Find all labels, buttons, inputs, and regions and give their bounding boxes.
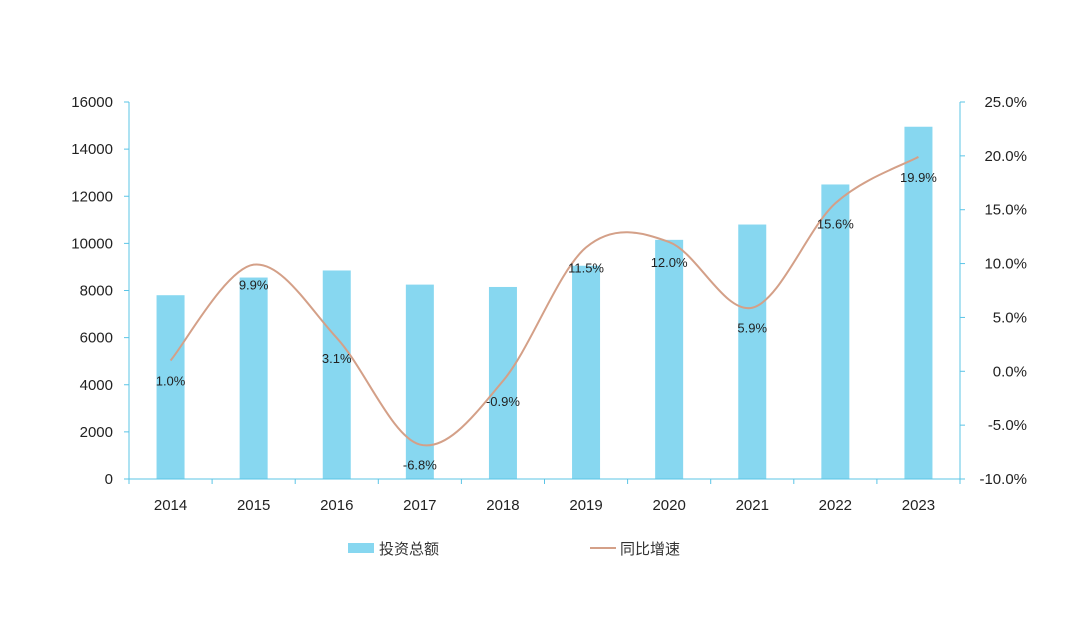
data-label-2022: 15.6% [817, 216, 854, 231]
right-tick-label: -5.0% [988, 417, 1027, 434]
legend-label-investment: 投资总额 [379, 540, 439, 558]
bar-2016 [322, 270, 351, 479]
data-label-2021: 5.9% [737, 321, 767, 336]
x-tick-label: 2015 [237, 497, 270, 514]
left-tick-label: 0 [105, 471, 113, 488]
left-tick-label: 12000 [71, 188, 113, 205]
x-tick-label: 2020 [652, 497, 685, 514]
left-tick-label: 16000 [71, 94, 113, 111]
x-tick-label: 2016 [320, 497, 353, 514]
bar-2023 [904, 126, 933, 479]
left-tick-label: 4000 [80, 377, 113, 394]
x-tick-label: 2023 [902, 497, 935, 514]
data-label-2016: 3.1% [322, 351, 352, 366]
left-tick-label: 8000 [80, 283, 113, 300]
growth-data-labels: 1.0% 9.9% 3.1% -6.8% -0.9% 11.5% 12.0% 5.9% 15.6… [156, 170, 938, 473]
x-tick-label: 2022 [819, 497, 852, 514]
legend-label-growth: 同比增速 [620, 540, 680, 558]
right-y-tick-labels: -10.0% -5.0% 0.0% 5.0% 10.0% 15.0% 20.0% 25.0% [960, 94, 1027, 488]
data-label-2014: 1.0% [156, 374, 186, 389]
legend-swatch-investment [348, 543, 374, 553]
right-tick-label: 10.0% [984, 256, 1027, 273]
right-tick-label: 25.0% [984, 94, 1027, 111]
bar-2022 [821, 184, 850, 479]
right-tick-label: 20.0% [984, 148, 1027, 165]
left-tick-label: 6000 [80, 330, 113, 347]
bar-2014 [156, 295, 185, 479]
bar-2018 [488, 286, 517, 479]
x-tick-label: 2021 [736, 497, 769, 514]
bar-2019 [572, 265, 601, 479]
left-y-tick-labels: 0 2000 4000 6000 8000 10000 12000 14000 16000 [71, 94, 129, 488]
left-tick-label: 14000 [71, 141, 113, 158]
data-label-2023: 19.9% [900, 170, 937, 185]
left-tick-label: 10000 [71, 235, 113, 252]
bar-2021 [738, 224, 767, 479]
x-tick-label: 2017 [403, 497, 436, 514]
right-tick-label: -10.0% [979, 471, 1027, 488]
data-label-2018: -0.9% [486, 394, 520, 409]
data-label-2019: 11.5% [568, 260, 604, 275]
x-tick-label: 2014 [154, 497, 187, 514]
right-tick-label: 15.0% [984, 202, 1027, 219]
bar-series-investment [156, 126, 933, 479]
x-tick-label: 2019 [569, 497, 602, 514]
x-tick-label: 2018 [486, 497, 519, 514]
data-label-2015: 9.9% [239, 278, 269, 293]
legend: 投资总额 同比增速 [348, 540, 680, 558]
bar-2017 [405, 284, 434, 479]
data-label-2020: 12.0% [651, 255, 688, 270]
x-tick-labels: 2014 2015 2016 2017 2018 2019 2020 2021 2022 2023 [128, 479, 961, 514]
data-label-2017: -6.8% [403, 458, 437, 473]
left-tick-label: 2000 [80, 424, 113, 441]
bar-2015 [239, 277, 268, 479]
right-tick-label: 0.0% [993, 363, 1027, 380]
right-tick-label: 5.0% [993, 309, 1027, 326]
bar-2020 [655, 239, 684, 479]
line-series-growth [169, 156, 919, 447]
